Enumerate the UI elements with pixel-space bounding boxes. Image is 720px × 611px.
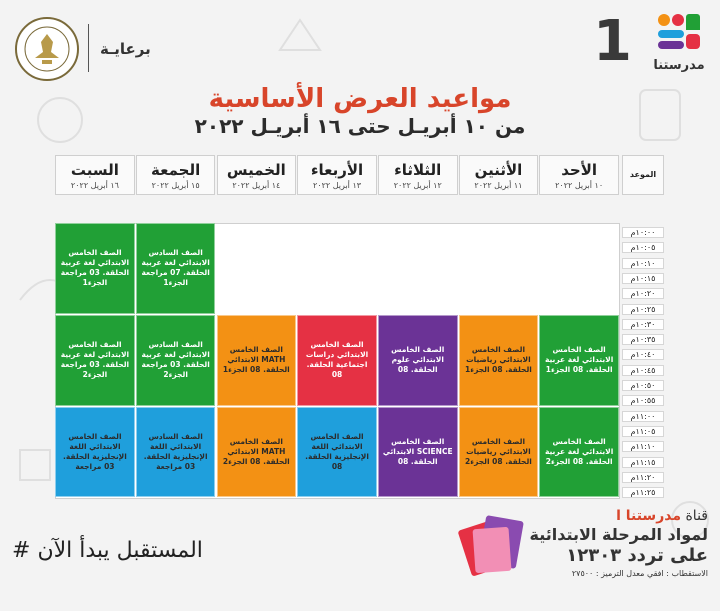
program-text: الصف الخامس الابتدائي لغة عربية الحلقة. …: [544, 345, 614, 375]
books-icon: [458, 515, 524, 576]
day-name: السبت: [70, 161, 119, 179]
day-name: الأربعاء: [310, 161, 364, 179]
program-block: الصف الخامس الابتدائي دراسات اجتماعية ال…: [297, 314, 377, 406]
program-text: الصف الخامس الابتدائي اللغة الإنجليزية ا…: [305, 431, 369, 471]
time-slot: ١٠:٠٥م: [622, 242, 664, 254]
channel-info: قناة مدرستنا ا لمواد المرحلة الابتدائية …: [518, 508, 708, 578]
day-name: الخميس: [226, 161, 286, 179]
madrasatna-logo: مدرستنا: [648, 14, 710, 86]
program-text: الصف الخامس الابتدائي لغة عربية الحلقة. …: [60, 340, 130, 380]
program-text: الصف الخامس الابتدائي اللغة الإنجليزية ا…: [63, 431, 127, 471]
channel-polarization: الاستقطاب : افقي معدل الترميز : ٢٧٥٠٠: [571, 569, 708, 578]
sponsor-divider: [88, 24, 89, 72]
time-slot: ١٠:٥٥م: [622, 395, 664, 407]
channel-name-line: قناة مدرستنا ا: [518, 508, 708, 524]
day-name: الأثنين: [474, 161, 523, 179]
sponsor-label: برعايـة: [100, 40, 151, 58]
day-header: الأربعاء ١٣ أبريل ٢٠٢٢: [297, 155, 377, 195]
program-text: الصف الخامس الابتدائي لغة عربية الحلقة. …: [544, 436, 614, 466]
day-name: الأحد: [561, 161, 598, 179]
day-header: الخميس ١٤ أبريل ٢٠٢٢: [216, 155, 297, 195]
day-name: الثلاثاء: [394, 161, 442, 179]
program-block: الصف الخامس الابتدائي MATH الحلقة. 08 ال…: [216, 406, 297, 498]
page-subtitle: من ١٠ أبريـل حتى ١٦ أبريـل ٢٠٢٢: [194, 114, 526, 138]
time-slot: ١٠:٣٠م: [622, 318, 664, 330]
day-header: الأحد ١٠ أبريل ٢٠٢٢: [539, 155, 619, 195]
channel-stage: لمواد المرحلة الابتدائية: [529, 525, 708, 544]
channel-name: مدرستنا ا: [616, 508, 682, 524]
page-title: مواعيد العرض الأساسية: [208, 84, 512, 114]
program-text: الصف الخامس الابتدائي MATH الحلقة. 08 ال…: [222, 345, 290, 375]
time-slot: ١٠:٣٥م: [622, 334, 664, 346]
day-header: الجمعة ١٥ أبريل ٢٠٢٢: [135, 155, 216, 195]
time-header-label: الموعد: [629, 170, 657, 179]
program-block: الصف الخامس الابتدائي SCIENCE الحلقة. 08: [377, 406, 458, 498]
day-date: ١٦ أبريل ٢٠٢٢: [70, 181, 119, 190]
time-slot: ١١:١٠م: [622, 441, 664, 453]
time-slot: ١٠:٤٥م: [622, 364, 664, 376]
header: برعايـة 1 مدرستنا: [0, 0, 720, 90]
day-date: ١٥ أبريل ٢٠٢٢: [151, 181, 200, 190]
time-slot: ١٠:٢٠م: [622, 288, 664, 300]
time-slot: ١٠:١٠م: [622, 257, 664, 269]
program-block: الصف الخامس الابتدائي لغة عربية الحلقة. …: [55, 314, 135, 406]
day-date: ١٣ أبريل ٢٠٢٢: [313, 181, 362, 190]
day-date: ١١ أبريل ٢٠٢٢: [474, 181, 523, 190]
program-text: الصف السادس الابتدائي اللغة الإنجليزية ا…: [143, 431, 208, 471]
program-text: الصف الخامس الابتدائي لغة عربية الحلقة. …: [60, 248, 130, 288]
day-name: الجمعة: [151, 161, 201, 179]
program-text: الصف الخامس الابتدائي رياضيات الحلقة. 08…: [465, 345, 532, 375]
channel-frequency: على تردد ١٢٣٠٣: [566, 545, 708, 566]
time-slot: ١٠:٥٠م: [622, 380, 664, 391]
program-text: الصف الخامس الابتدائي دراسات اجتماعية ال…: [305, 340, 369, 380]
schedule-table: الموعد الأحد ١٠ أبريل ٢٠٢٢ الأثنين ١١ أبريل …: [55, 155, 665, 500]
program-block: الصف الخامس الابتدائي لغة عربية الحلقة. …: [55, 223, 135, 314]
program-text: الصف الخامس الابتدائي رياضيات الحلقة. 08…: [465, 436, 532, 466]
time-column-header: الموعد: [622, 155, 664, 195]
program-block: الصف الخامس الابتدائي لغة عربية الحلقة. …: [539, 406, 619, 498]
program-text: الصف السادس الابتدائي لغة عربية الحلقة. …: [141, 340, 210, 380]
time-slot: ١١:٢٥م: [622, 487, 664, 499]
day-header: الأثنين ١١ أبريل ٢٠٢٢: [458, 155, 539, 195]
time-slot: ١١:١٥م: [622, 456, 664, 468]
day-date: ١٢ أبريل ٢٠٢٢: [393, 181, 442, 190]
program-block: الصف الخامس الابتدائي لغة عربية الحلقة. …: [539, 314, 619, 406]
time-slot: ١٠:١٥م: [622, 272, 664, 284]
time-slot: ١١:٢٠م: [622, 471, 664, 483]
program-block: الصف الخامس الابتدائي رياضيات الحلقة. 08…: [458, 314, 539, 406]
program-block: الصف الخامس الابتدائي اللغة الإنجليزية ا…: [55, 406, 135, 498]
day-header: السبت ١٦ أبريل ٢٠٢٢: [55, 155, 135, 195]
channel-number: 1: [593, 9, 632, 74]
program-block: الصف الخامس الابتدائي MATH الحلقة. 08 ال…: [216, 314, 297, 406]
time-slot: ١١:٠٠م: [622, 410, 664, 422]
time-slot: ١٠:٠٠م: [622, 227, 664, 238]
program-block: الصف السادس الابتدائي لغة عربية الحلقة. …: [135, 223, 216, 314]
time-slot: ١٠:٢٥م: [622, 303, 664, 315]
hashtag-slogan: # المستقبل يبدأ الآن: [12, 538, 203, 563]
program-text: الصف الخامس الابتدائي MATH الحلقة. 08 ال…: [222, 436, 290, 466]
program-block: الصف السادس الابتدائي اللغة الإنجليزية ا…: [135, 406, 216, 498]
day-header: الثلاثاء ١٢ أبريل ٢٠٢٢: [377, 155, 458, 195]
time-slot: ١١:٠٥م: [622, 425, 664, 437]
program-text: الصف السادس الابتدائي لغة عربية الحلقة. …: [141, 248, 210, 288]
program-block: الصف الخامس الابتدائي علوم الحلقة. 08: [377, 314, 458, 406]
madrasatna-logo-icon: [658, 14, 700, 52]
ministry-seal-icon: [15, 17, 79, 81]
brand-name: مدرستنا: [653, 58, 705, 73]
program-text: الصف الخامس الابتدائي علوم الحلقة. 08: [391, 345, 445, 375]
program-block: الصف الخامس الابتدائي اللغة الإنجليزية ا…: [297, 406, 377, 498]
channel-prefix: قناة: [685, 508, 708, 524]
day-date: ١٤ أبريل ٢٠٢٢: [232, 181, 281, 190]
program-block: الصف الخامس الابتدائي رياضيات الحلقة. 08…: [458, 406, 539, 498]
program-block: الصف السادس الابتدائي لغة عربية الحلقة. …: [135, 314, 216, 406]
time-slot: ١٠:٤٠م: [622, 349, 664, 361]
program-text: الصف الخامس الابتدائي SCIENCE الحلقة. 08: [382, 436, 453, 466]
day-date: ١٠ أبريل ٢٠٢٢: [555, 181, 604, 190]
